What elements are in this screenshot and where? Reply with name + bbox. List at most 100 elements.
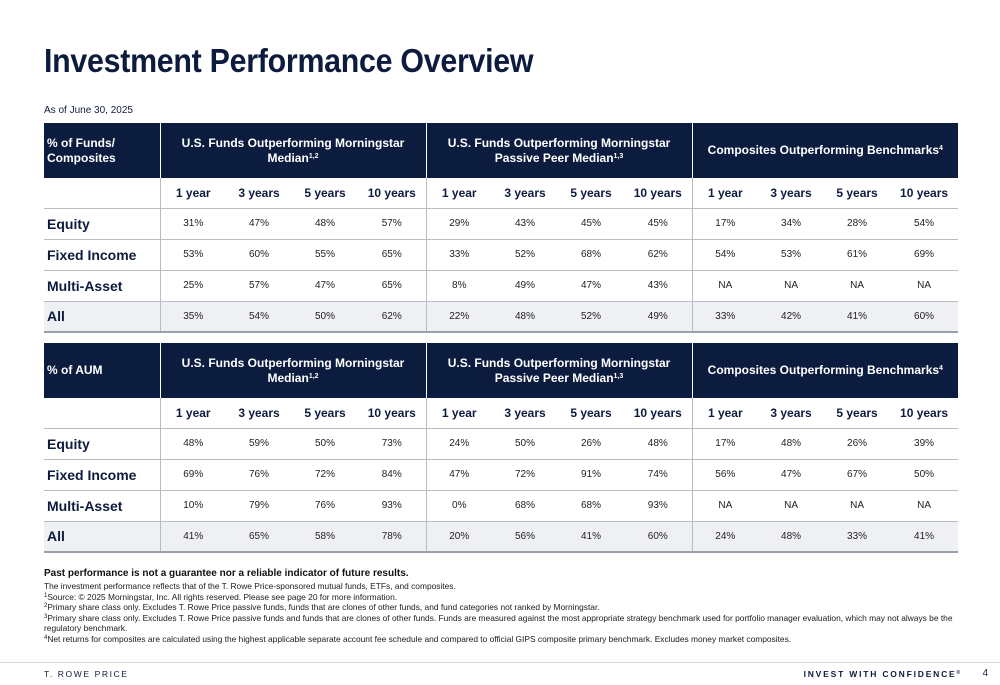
table-row-label-header: % of AUM (44, 343, 160, 398)
table-cell: 47% (292, 270, 358, 302)
table-cell: 31% (160, 208, 226, 240)
footer-divider (0, 662, 1000, 663)
table-row: Fixed Income 69% 76% 72% 84% 47% 72% 91% 74% 56% 4… (44, 459, 959, 491)
footnote-1: 1Source: © 2025 Morningstar, Inc. All ri… (44, 591, 398, 602)
year-header: 1 year (691, 178, 759, 209)
table-cell: 45% (558, 208, 625, 240)
row-label: Equity (44, 428, 161, 460)
year-header: 10 years (624, 398, 693, 429)
group-header-morningstar-median: U.S. Funds Outperforming Morningstar Med… (159, 123, 427, 178)
table-cell: 69% (890, 239, 959, 271)
table-row: Equity 48% 59% 50% 73% 24% 50% 26% 48% 17% 48% 26% 3… (44, 428, 959, 460)
table-cell: 68% (492, 490, 559, 522)
table-cell: 50% (890, 459, 959, 491)
table-cell: 53% (758, 239, 825, 271)
table-cell: 33% (425, 239, 493, 271)
table-cell: 35% (160, 301, 226, 333)
table-row: Multi-Asset 25% 57% 47% 65% 8% 49% 47% 43% NA NA NA… (44, 270, 959, 302)
table-cell: 67% (824, 459, 891, 491)
table-cell: 48% (624, 428, 693, 460)
table-cell: 41% (824, 301, 891, 333)
table-cell: 59% (226, 428, 292, 460)
table-cell: 79% (226, 490, 292, 522)
table-cell: 60% (624, 521, 693, 553)
table-cell: NA (890, 490, 959, 522)
group-header-passive-peer-median: U.S. Funds Outperforming Morningstar Pas… (425, 123, 693, 178)
table-cell: 60% (226, 239, 292, 271)
table-cell: 17% (691, 208, 759, 240)
table-cell: 33% (691, 301, 759, 333)
row-label: Fixed Income (44, 459, 161, 491)
group-header-morningstar-median: U.S. Funds Outperforming Morningstar Med… (159, 343, 427, 398)
year-header: 10 years (890, 178, 959, 209)
aum-performance-table: % of AUM U.S. Funds Outperforming Mornin… (44, 343, 959, 553)
table-cell: NA (758, 270, 825, 302)
footnotes: Past performance is not a guarantee nor … (44, 568, 956, 644)
funds-performance-table: % of Funds/ Composites U.S. Funds Outper… (44, 123, 959, 333)
notes-intro: The investment performance reflects that… (44, 581, 456, 591)
table-cell: 41% (890, 521, 959, 553)
row-label: Multi-Asset (44, 270, 161, 302)
year-header: 5 years (824, 398, 891, 429)
table-cell: 49% (492, 270, 559, 302)
year-header: 3 years (492, 178, 559, 209)
table-cell: 61% (824, 239, 891, 271)
table-cell: 17% (691, 428, 759, 460)
table-cell: NA (824, 270, 891, 302)
table-cell: 60% (890, 301, 959, 333)
table-cell: 55% (292, 239, 358, 271)
table-cell: 26% (824, 428, 891, 460)
year-header: 3 years (492, 398, 559, 429)
row-label: Multi-Asset (44, 490, 161, 522)
table-cell: 78% (358, 521, 427, 553)
table-cell: 76% (292, 490, 358, 522)
table-cell: 53% (160, 239, 226, 271)
table-cell: 73% (358, 428, 427, 460)
table-cell: 28% (824, 208, 891, 240)
year-header: 3 years (226, 178, 292, 209)
table-cell: 72% (292, 459, 358, 491)
table-cell: 48% (160, 428, 226, 460)
row-label: All (44, 301, 161, 333)
table-cell: 39% (890, 428, 959, 460)
year-header: 1 year (425, 398, 493, 429)
table-cell: 47% (758, 459, 825, 491)
table-cell: 42% (758, 301, 825, 333)
as-of-date: As of June 30, 2025 (44, 105, 133, 116)
table-cell: 10% (160, 490, 226, 522)
table-cell: 41% (160, 521, 226, 553)
year-header: 10 years (890, 398, 959, 429)
table-cell: 57% (226, 270, 292, 302)
table-cell: NA (758, 490, 825, 522)
table-cell: 68% (558, 239, 625, 271)
table-cell: 29% (425, 208, 493, 240)
year-header: 10 years (624, 178, 693, 209)
table-cell: NA (890, 270, 959, 302)
table-row: Equity 31% 47% 48% 57% 29% 43% 45% 45% 17% 34% 28% 5… (44, 208, 959, 240)
year-header: 5 years (292, 178, 358, 209)
table-cell: 56% (492, 521, 559, 553)
row-label: All (44, 521, 161, 553)
table-cell: 93% (624, 490, 693, 522)
table-cell: 0% (425, 490, 493, 522)
table-cell: 54% (890, 208, 959, 240)
table-row: All 41% 65% 58% 78% 20% 56% 41% 60% 24% 48% 33% 41% (44, 521, 959, 553)
year-header: 1 year (691, 398, 759, 429)
year-header: 5 years (558, 398, 625, 429)
table-cell: 25% (160, 270, 226, 302)
brand-logo-text: T. ROWE PRICE (44, 669, 129, 679)
table-cell: 49% (624, 301, 693, 333)
table-cell: 47% (226, 208, 292, 240)
table-cell: NA (824, 490, 891, 522)
table-cell: 54% (226, 301, 292, 333)
table-cell: 56% (691, 459, 759, 491)
table-cell: 20% (425, 521, 493, 553)
table-cell: 48% (492, 301, 559, 333)
table-row: Multi-Asset 10% 79% 76% 93% 0% 68% 68% 93% NA NA NA… (44, 490, 959, 522)
table-cell: 43% (492, 208, 559, 240)
table-cell: 47% (558, 270, 625, 302)
table-cell: 26% (558, 428, 625, 460)
table-cell: NA (691, 270, 759, 302)
footnote-4: 4Net returns for composites are calculat… (44, 633, 792, 644)
table-cell: 91% (558, 459, 625, 491)
